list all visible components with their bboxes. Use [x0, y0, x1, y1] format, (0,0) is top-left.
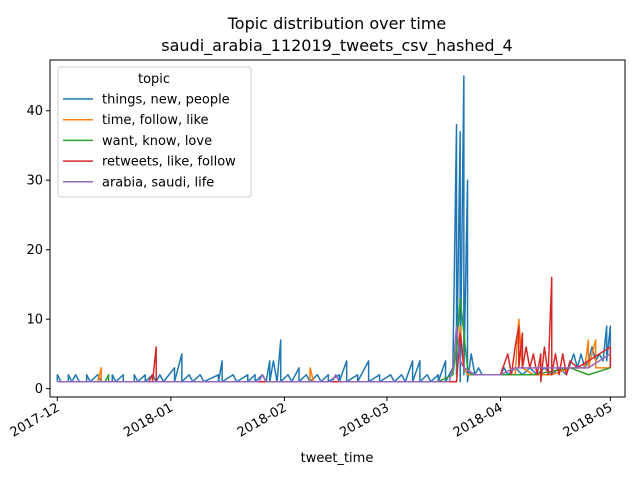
- y-tick-label: 30: [26, 174, 43, 189]
- legend-entry-2: time, follow, like: [102, 113, 209, 128]
- series-line-5: [57, 325, 611, 383]
- plot-frame: [49, 59, 626, 398]
- y-tick-label: 20: [26, 243, 43, 258]
- legend-box: [57, 66, 252, 198]
- legend: topic things, new, people time, follow, l…: [57, 66, 252, 198]
- legend-entry-1: things, new, people: [102, 93, 230, 108]
- x-axis-label: tweet_time: [301, 451, 374, 466]
- chart-title: Topic distribution over time: [227, 14, 447, 33]
- y-tick-label: 0: [35, 382, 43, 397]
- x-tick-label: 2018-05: [561, 400, 616, 440]
- x-tick-label: 2018-04: [451, 400, 506, 440]
- legend-title: topic: [138, 72, 170, 87]
- legend-entry-5: arabia, saudi, life: [102, 175, 214, 190]
- y-tick-label: 10: [26, 313, 43, 328]
- x-tick-label: 2018-03: [337, 400, 392, 440]
- x-tick-label: 2018-01: [121, 400, 176, 440]
- x-tick-label: 2017-12: [8, 400, 63, 440]
- chart-subtitle: saudi_arabia_112019_tweets_csv_hashed_4: [161, 36, 512, 56]
- legend-entry-3: want, know, love: [102, 134, 212, 149]
- y-tick-label: 40: [26, 104, 43, 119]
- y-axis: 0 10 20 30 40: [26, 104, 50, 397]
- x-tick-label: 2018-02: [235, 400, 290, 440]
- series-line-4: [148, 276, 612, 383]
- legend-entry-4: retweets, like, follow: [102, 155, 236, 170]
- series-line-3: [104, 297, 611, 383]
- x-axis: 2017-12 2018-01 2018-02 2018-03 2018-04 2018-…: [8, 397, 616, 441]
- plot-lines: [56, 75, 612, 383]
